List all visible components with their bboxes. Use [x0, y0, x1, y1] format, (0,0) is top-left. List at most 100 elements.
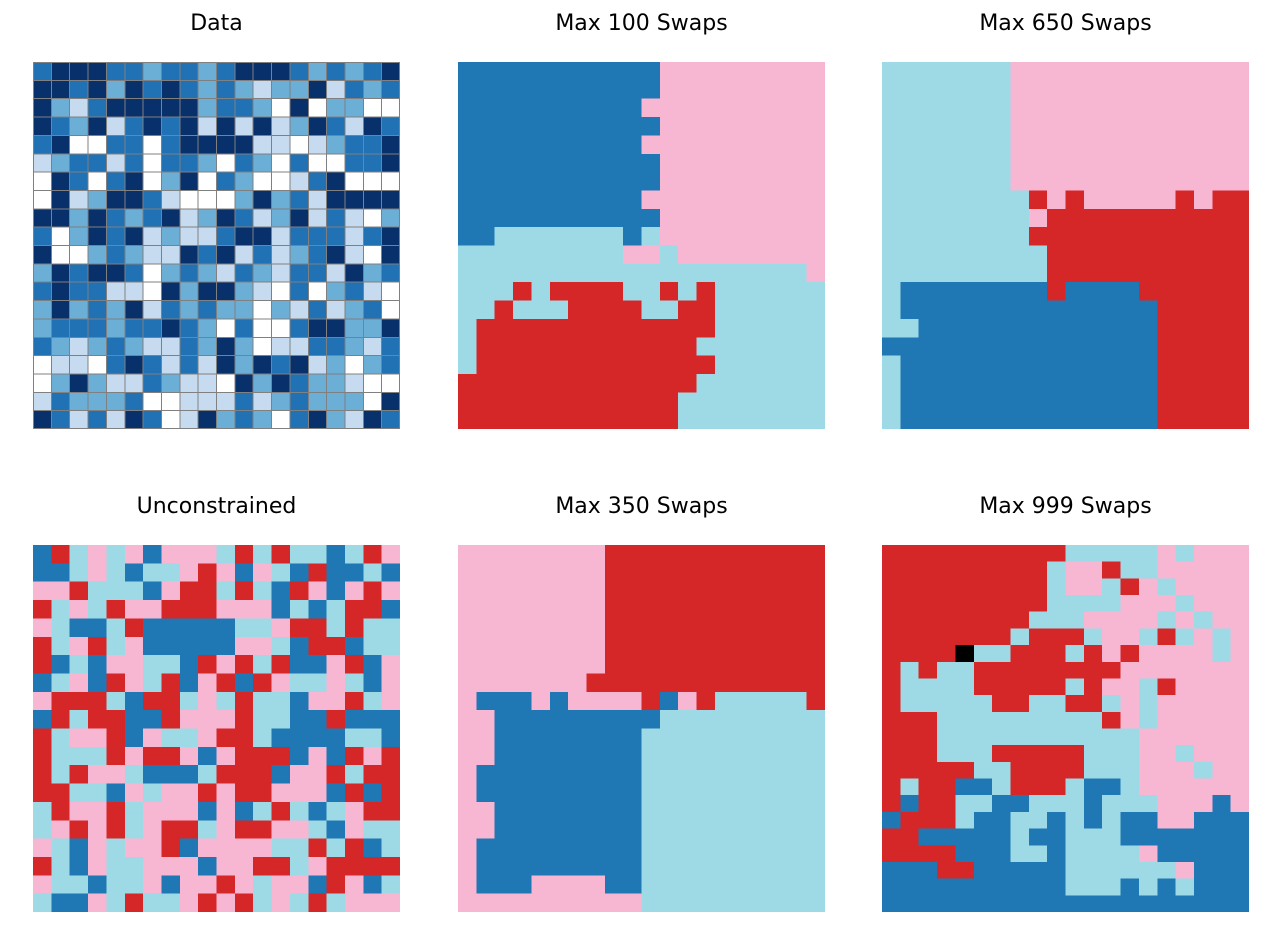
heatmap-cell [363, 600, 383, 619]
heatmap-cell [806, 746, 825, 766]
heatmap-cell [586, 135, 606, 155]
heatmap-cell [751, 172, 771, 192]
heatmap-cell [1065, 828, 1085, 846]
heatmap-cell [1138, 628, 1158, 646]
heatmap-cell [33, 208, 52, 228]
heatmap-cell [623, 893, 643, 912]
heatmap-cell [641, 117, 661, 136]
heatmap-cell [659, 355, 679, 375]
heatmap-cell [69, 765, 89, 785]
heatmap-cell [531, 373, 551, 393]
heatmap-cell [568, 893, 588, 912]
heatmap-cell [568, 263, 588, 283]
heatmap-cell [142, 189, 162, 210]
heatmap-cell [106, 765, 126, 785]
heatmap-cell [641, 373, 661, 393]
heatmap-cell [344, 856, 364, 876]
heatmap-cell [973, 728, 993, 746]
heatmap-cell [69, 263, 89, 283]
heatmap-cell [641, 263, 661, 283]
heatmap-cell [714, 172, 734, 192]
heatmap-cell [216, 153, 236, 173]
heatmap-cell [216, 801, 236, 821]
heatmap-cell [531, 801, 551, 821]
heatmap-cell [973, 337, 993, 357]
heatmap-cell [568, 801, 588, 821]
heatmap-cell [1047, 611, 1067, 630]
heatmap-cell [973, 135, 993, 155]
heatmap-cell [476, 600, 496, 619]
heatmap-cell [253, 893, 273, 912]
heatmap-cell [253, 801, 273, 821]
heatmap-cell [1138, 595, 1158, 613]
heatmap-cell [900, 227, 920, 247]
heatmap-cell [1065, 761, 1085, 780]
heatmap-cell [271, 153, 291, 173]
heatmap-cell [769, 710, 789, 730]
heatmap-cell [733, 728, 753, 748]
heatmap-cell [788, 783, 808, 803]
heatmap-unconstrained [33, 545, 400, 912]
heatmap-cell [733, 245, 753, 265]
heatmap-cell [678, 581, 698, 601]
heatmap-cell [586, 98, 606, 118]
heatmap-cell [751, 300, 771, 320]
heatmap-cell [271, 618, 291, 638]
heatmap-cell [1230, 98, 1249, 118]
heatmap-cell [788, 208, 808, 228]
heatmap-cell [955, 117, 975, 136]
heatmap-cell [161, 636, 181, 656]
heatmap-cell [714, 98, 734, 118]
heatmap-cell [33, 281, 52, 302]
heatmap-cell [696, 227, 716, 247]
heatmap-cell [33, 171, 52, 191]
heatmap-cell [992, 98, 1012, 118]
heatmap-cell [604, 135, 624, 155]
heatmap-cell [494, 856, 514, 876]
heatmap-cell [1010, 392, 1030, 412]
heatmap-cell [806, 410, 825, 429]
heatmap-cell [326, 893, 346, 912]
heatmap-cell [769, 801, 789, 821]
heatmap-cell [1212, 208, 1232, 228]
heatmap-cell [124, 820, 144, 840]
heatmap-cell [476, 245, 496, 265]
heatmap-cell [142, 263, 162, 283]
heatmap-cell [51, 801, 71, 821]
heatmap-cell [937, 545, 956, 563]
heatmap-cell [623, 545, 643, 564]
heatmap-cell [918, 795, 938, 813]
heatmap-cell [882, 645, 901, 663]
heatmap-cell [289, 618, 309, 638]
heatmap-cell [641, 410, 661, 429]
heatmap-cell [568, 746, 588, 766]
heatmap-cell [1102, 711, 1122, 730]
heatmap-cell [106, 545, 126, 564]
heatmap-cell [160, 281, 181, 302]
heatmap-cell [87, 208, 107, 228]
heatmap-cell [1212, 761, 1232, 780]
heatmap-cell [1102, 80, 1122, 100]
heatmap-cell [549, 282, 569, 302]
heatmap-cell [363, 545, 383, 564]
heatmap-cell [1212, 117, 1232, 136]
heatmap-cell [1212, 861, 1232, 880]
heatmap-cell [1010, 300, 1030, 320]
heatmap-cell [124, 600, 144, 619]
heatmap-cell [678, 636, 698, 656]
heatmap-max-999-swaps [882, 545, 1249, 912]
heatmap-cell [106, 655, 126, 675]
heatmap-cell [769, 600, 789, 619]
heatmap-cell [105, 226, 126, 246]
heatmap-cell [659, 208, 679, 228]
heatmap-cell [1175, 373, 1195, 393]
heatmap-cell [714, 300, 734, 320]
heatmap-cell [1083, 728, 1103, 746]
heatmap-cell [1175, 578, 1195, 596]
heatmap-cell [788, 893, 808, 912]
heatmap-cell [362, 171, 383, 191]
heatmap-cell [289, 765, 309, 785]
heatmap-cell [623, 636, 643, 656]
heatmap-cell [494, 245, 514, 265]
heatmap-cell [252, 153, 273, 173]
